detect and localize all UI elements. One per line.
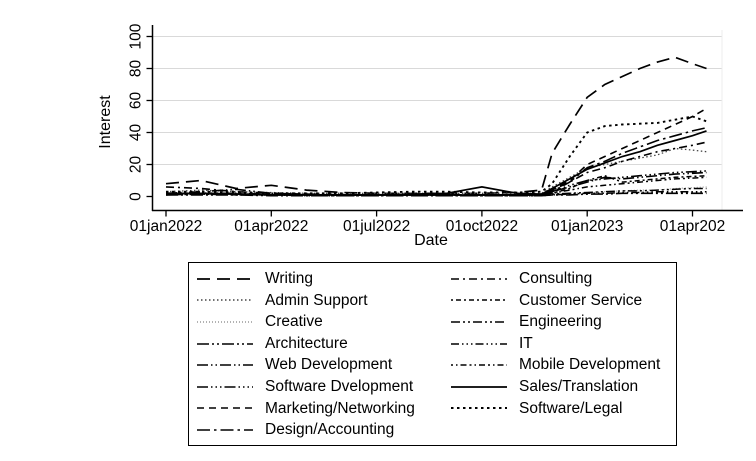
- legend-line-sample: [197, 299, 253, 302]
- legend-item: Architecture: [189, 333, 443, 355]
- legend-item: Design/Accounting: [189, 419, 443, 441]
- legend-item: Sales/Translation: [443, 376, 676, 398]
- y-tick-label: 100: [128, 23, 145, 49]
- legend-box: Writing Admin Support Creative Architecture…: [188, 262, 677, 446]
- line-chart-canvas: 01jan2022 01apr2022 01jul2022 01oct2022 01ja…: [97, 23, 743, 249]
- x-tick-label: 01apr202: [660, 218, 726, 235]
- legend-item: Engineering: [443, 311, 676, 333]
- tick-labels: 01jan2022 01apr2022 01jul2022 01oct2022 01ja…: [128, 23, 726, 235]
- y-axis-title: Interest: [97, 95, 114, 149]
- legend-line-sample: [451, 364, 507, 366]
- legend-column-right: Consulting Customer Service Engineering IT M…: [443, 268, 676, 419]
- legend-item: Software/Legal: [443, 398, 676, 420]
- legend-item: Software Dvelopment: [189, 376, 443, 398]
- legend-label: Software Dvelopment: [265, 378, 414, 396]
- legend-line-sample: [197, 277, 253, 280]
- legend-label: Admin Support: [265, 291, 368, 309]
- series-lines: [165, 56, 707, 197]
- series-line-writing: [165, 56, 707, 195]
- y-tick-label: 20: [128, 156, 145, 174]
- x-tick-label: 01apr2022: [234, 218, 308, 235]
- legend-label: Web Development: [265, 356, 393, 374]
- legend-label: IT: [519, 334, 533, 352]
- legend-line-sample: [197, 429, 253, 431]
- legend-line-sample: [451, 299, 507, 302]
- legend-label: Writing: [265, 270, 313, 288]
- legend-line-sample: [197, 385, 253, 388]
- legend-line-sample: [197, 321, 253, 323]
- legend-label: Architecture: [265, 334, 348, 352]
- legend-label: Sales/Translation: [519, 378, 639, 396]
- legend-line-sample: [451, 277, 507, 280]
- legend-label: Customer Service: [519, 291, 643, 309]
- legend-label: Engineering: [519, 313, 602, 331]
- legend-label: Design/Accounting: [265, 421, 395, 439]
- x-tick-label: 01jul2022: [343, 218, 410, 235]
- y-tick-label: 60: [128, 92, 145, 110]
- legend-label: Mobile Development: [519, 356, 661, 374]
- legend-line-sample: [451, 385, 507, 388]
- legend-column-left: Writing Admin Support Creative Architecture…: [189, 268, 443, 441]
- legend-item: Customer Service: [443, 290, 676, 312]
- legend-line-sample: [197, 342, 253, 345]
- series-line-architecture: [166, 192, 707, 197]
- legend-line-sample: [451, 407, 507, 410]
- legend-label: Marketing/Networking: [265, 399, 415, 417]
- series-line-design-accounting: [165, 126, 707, 196]
- legend-line-sample: [197, 407, 253, 410]
- gridlines: [152, 30, 723, 210]
- legend-label: Consulting: [519, 270, 593, 288]
- legend-line-sample: [451, 321, 507, 323]
- y-tick-label: 80: [128, 60, 145, 78]
- y-tick-label: 0: [128, 192, 145, 201]
- legend-item: Mobile Development: [443, 354, 676, 376]
- legend-item: Marketing/Networking: [189, 398, 443, 420]
- x-tick-label: 01oct2022: [446, 218, 518, 235]
- legend-item: Admin Support: [189, 290, 443, 312]
- x-tick-label: 01jan2022: [130, 218, 202, 235]
- legend-label: Software/Legal: [519, 399, 623, 417]
- y-tick-label: 40: [128, 124, 145, 142]
- legend-label: Creative: [265, 313, 323, 331]
- series-line-sales-translation: [166, 130, 707, 196]
- legend-item: IT: [443, 333, 676, 355]
- x-axis-title: Date: [414, 232, 448, 249]
- legend-item: Web Development: [189, 354, 443, 376]
- x-tick-label: 01jan2023: [551, 218, 623, 235]
- legend-line-sample: [451, 342, 507, 345]
- legend-line-sample: [197, 364, 253, 366]
- axes: [146, 25, 743, 217]
- legend-item: Creative: [189, 311, 443, 333]
- legend-item: Writing: [189, 268, 443, 290]
- legend-item: Consulting: [443, 268, 676, 290]
